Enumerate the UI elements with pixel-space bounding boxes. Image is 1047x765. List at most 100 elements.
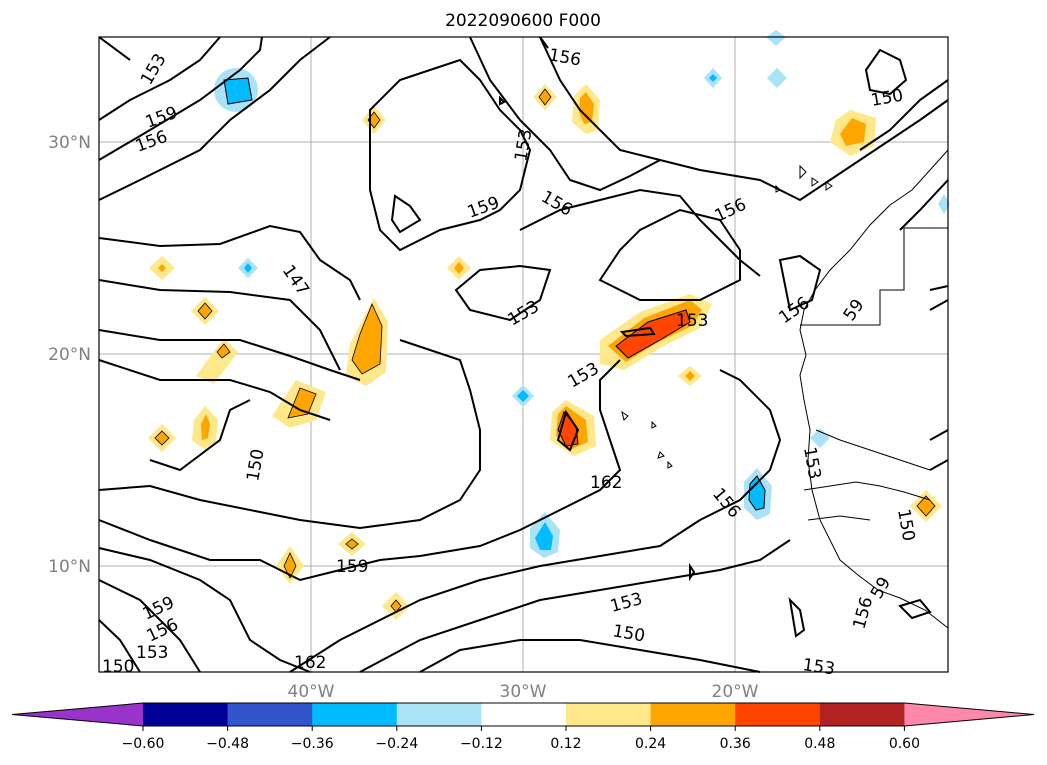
contour-label: 153 [676, 311, 708, 331]
contours [98, 36, 949, 673]
patch-positive [158, 264, 166, 272]
patch-negative [535, 522, 553, 550]
contour-label: 162 [294, 653, 326, 673]
contour-line [778, 254, 822, 312]
contour-line [864, 48, 908, 96]
contour-line [98, 36, 263, 161]
patch-positive [538, 88, 552, 106]
colorbar-segment [566, 703, 652, 726]
patch-negative [767, 68, 787, 88]
contour-line [929, 285, 949, 311]
canary-islands [775, 164, 833, 193]
contour-line [98, 36, 221, 121]
contour-line [289, 369, 782, 673]
colorbar-tick-label: −0.48 [206, 736, 249, 752]
coastline-africa [799, 149, 949, 629]
colorbar-tick-label: 0.60 [889, 736, 920, 752]
patch-positive [351, 302, 383, 375]
contour-line [98, 389, 481, 530]
contour-line [149, 399, 251, 472]
patch-positive [197, 302, 213, 320]
colorbar-tick-label: 0.48 [804, 736, 835, 752]
contour-line [98, 36, 549, 61]
positive-patches [148, 84, 942, 620]
contour-line [454, 264, 552, 322]
lat-tick-label: 20°N [48, 345, 91, 365]
country-border [815, 429, 931, 471]
lon-tick-label: 30°W [500, 682, 547, 702]
colorbar-extend-min [12, 703, 143, 726]
patch-positive [454, 262, 464, 274]
contour-line [98, 547, 311, 673]
contour-line [898, 598, 932, 620]
colorbar-tick-label: 0.12 [550, 736, 581, 752]
colorbar-segment [227, 703, 313, 726]
shaded-field [148, 30, 950, 620]
patch-negative [766, 30, 786, 46]
contour-line [788, 597, 806, 638]
contour-line [369, 58, 532, 252]
patch-positive [287, 387, 317, 419]
contour-line [859, 79, 949, 231]
contour-line [556, 409, 580, 452]
colorbar-segment [143, 703, 229, 726]
colorbar-tick-label: −0.60 [122, 736, 165, 752]
colorbar-segment [650, 703, 736, 726]
lon-axis: 40°W 30°W 20°W [288, 682, 759, 702]
country-border [800, 227, 948, 326]
patch-negative [709, 74, 717, 82]
patch-positive [201, 414, 210, 440]
contour-label: 159 [336, 557, 368, 577]
contour-line [390, 194, 422, 234]
contour-line [98, 619, 141, 673]
colorbar-tick-label: 0.24 [635, 736, 666, 752]
contour-line [619, 326, 656, 338]
lat-axis: 30°N 20°N 10°N [48, 133, 91, 577]
lat-tick-label: 30°N [48, 133, 91, 153]
contour-line [98, 279, 341, 371]
colorbar-segments [11, 702, 1035, 727]
patch-positive [283, 552, 297, 579]
contour-line [359, 539, 791, 673]
country-border [807, 515, 871, 521]
colorbar-extend-max [904, 703, 1034, 726]
contour-line [399, 339, 471, 391]
colorbar: −0.60 −0.48 −0.36 −0.24 −0.12 0.12 0.24 0.36 0.4… [11, 702, 1035, 752]
map-title: 2022090600 F000 [445, 11, 601, 31]
contour-line [98, 329, 361, 381]
cape-verde-islands [621, 410, 673, 469]
contour-line [499, 95, 696, 582]
contour-line [539, 36, 949, 202]
patch-negative [748, 475, 766, 511]
contour-line [929, 429, 949, 471]
contour-line [598, 208, 741, 301]
patch-positive [579, 92, 594, 124]
lon-tick-label: 40°W [288, 682, 335, 702]
contour-label: 153 [136, 643, 168, 663]
map-frame [98, 36, 949, 673]
contour-line [98, 359, 331, 421]
colorbar-segment [481, 703, 567, 726]
contour-line [98, 579, 201, 673]
negative-patches [214, 30, 950, 558]
patch-negative [244, 263, 252, 273]
contour-line [98, 359, 622, 582]
lat-tick-label: 10°N [48, 557, 91, 577]
contour-label: 162 [590, 473, 622, 493]
contour-label: 150 [102, 657, 134, 677]
colorbar-ticks: −0.60 −0.48 −0.36 −0.24 −0.12 0.12 0.24 0.36 0.4… [122, 726, 920, 752]
colorbar-segment [819, 703, 905, 726]
patch-negative [810, 428, 830, 448]
colorbar-tick-label: −0.24 [375, 736, 418, 752]
patch-positive [685, 371, 695, 381]
patch-negative [938, 194, 950, 214]
patch-positive [916, 495, 936, 517]
colorbar-tick-label: 0.36 [720, 736, 751, 752]
colorbar-segment [735, 703, 821, 726]
contour-line [469, 36, 661, 192]
coastlines [621, 149, 949, 629]
patch-negative [223, 77, 253, 105]
contour-label: 153 [801, 655, 836, 679]
patch-positive [154, 430, 170, 446]
